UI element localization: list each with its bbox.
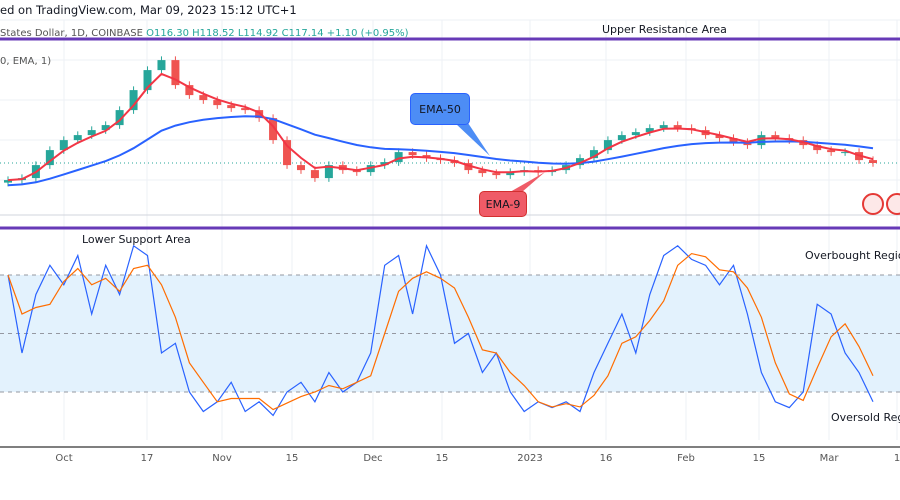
ema50-callout-tail — [455, 123, 490, 156]
candle — [157, 60, 166, 71]
candle — [715, 135, 724, 139]
us-flag-event-icon[interactable] — [886, 193, 900, 215]
candle — [813, 145, 822, 151]
upper-resistance-label: Upper Resistance Area — [602, 23, 727, 36]
stoch-k-line — [7, 243, 874, 417]
x-tick-label: Nov — [212, 453, 232, 464]
candle — [380, 162, 389, 166]
candle — [87, 130, 96, 136]
x-tick-label: Mar — [819, 453, 839, 464]
x-tick-label: 17 — [140, 453, 154, 464]
x-tick-label: 16 — [599, 453, 613, 464]
lower-support-label: Lower Support Area — [82, 233, 191, 246]
x-tick-label: 15 — [285, 453, 299, 464]
candle — [296, 165, 305, 171]
ema50-callout: EMA-50 — [410, 93, 470, 125]
x-tick-label: 1 — [893, 453, 900, 464]
candle — [771, 135, 780, 139]
ohlc-high: H118.52 — [192, 28, 235, 39]
candle — [73, 135, 82, 141]
candle — [171, 60, 180, 86]
symbol-legend: States Dollar, 1D, COINBASE O116.30 H118… — [0, 28, 409, 39]
ohlc-close: C117.14 — [281, 28, 324, 39]
candle — [241, 108, 250, 111]
ema9-callout: EMA-9 — [479, 191, 527, 217]
candle — [227, 105, 236, 109]
x-tick-label: 2023 — [517, 453, 543, 464]
candle — [576, 158, 585, 166]
candle — [617, 135, 626, 141]
overbought-label: Overbought Regio — [805, 249, 900, 262]
x-tick-label: 15 — [435, 453, 449, 464]
candle — [603, 140, 612, 151]
candle — [255, 110, 264, 119]
us-flag-event-icon[interactable] — [862, 193, 884, 215]
candle — [408, 152, 417, 156]
candle — [841, 152, 850, 154]
candle — [631, 132, 640, 136]
candle — [492, 173, 501, 176]
candle — [324, 165, 333, 179]
candle — [869, 160, 877, 163]
candle — [199, 95, 208, 101]
ema50-line — [7, 115, 874, 187]
ohlc-open: O116.30 — [146, 28, 189, 39]
candle — [4, 180, 12, 183]
stoch-d-line — [7, 252, 874, 411]
candle — [394, 152, 403, 163]
candle — [673, 125, 682, 129]
candle — [659, 125, 668, 129]
x-tick-label: Dec — [363, 453, 383, 464]
candle — [269, 118, 278, 141]
candle — [45, 150, 54, 166]
ema9-line — [7, 72, 874, 182]
candle — [59, 140, 68, 151]
symbol-name: States Dollar, 1D, COINBASE — [0, 28, 143, 39]
candle — [101, 125, 110, 131]
candle — [185, 85, 194, 96]
candle — [464, 163, 473, 171]
candle — [506, 172, 515, 176]
candle — [143, 70, 152, 91]
candle — [589, 150, 598, 159]
ohlc-change: +1.10 (+0.95%) — [326, 28, 409, 39]
x-tick-label: 15 — [752, 453, 766, 464]
candle — [115, 110, 124, 126]
oversold-label: Oversold Regi — [831, 411, 900, 424]
candle — [478, 170, 487, 174]
ema9-callout-tail — [510, 172, 545, 192]
ohlc-low: L114.92 — [237, 28, 279, 39]
candle — [310, 170, 319, 179]
candle — [645, 128, 654, 133]
x-tick-label: Feb — [677, 453, 695, 464]
candle — [827, 150, 836, 153]
candle — [213, 100, 222, 106]
x-tick-label: Oct — [55, 453, 73, 464]
candle — [757, 135, 766, 146]
indicator-legend[interactable]: 0, EMA, 1) — [0, 56, 52, 67]
candle — [129, 90, 138, 111]
candle — [729, 138, 738, 143]
published-header: ed on TradingView.com, Mar 09, 2023 15:1… — [0, 3, 297, 17]
candle — [283, 140, 292, 166]
